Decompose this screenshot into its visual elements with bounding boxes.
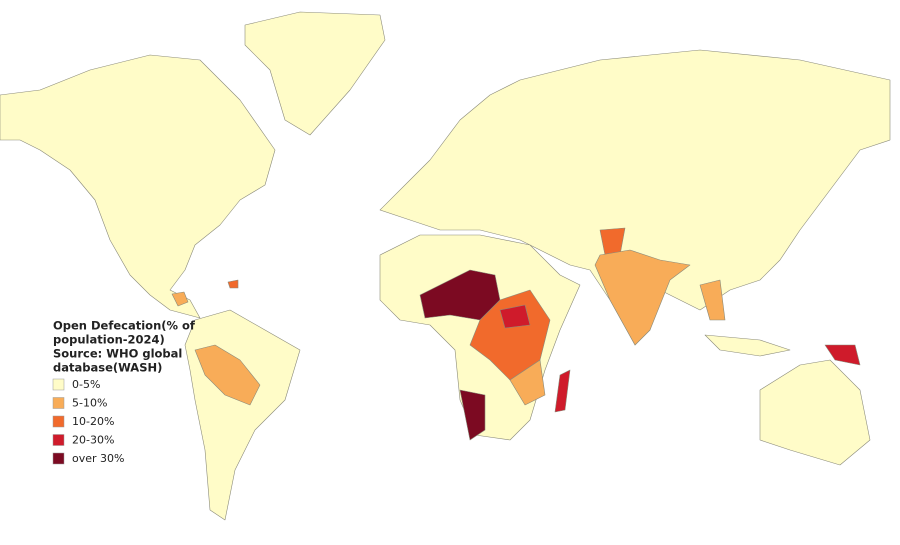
legend-label: 5-10% xyxy=(72,397,107,410)
legend-label: 0-5% xyxy=(72,378,100,391)
legend-label: 10-20% xyxy=(72,415,114,428)
legend-swatch xyxy=(52,434,65,446)
north-america xyxy=(0,54,276,319)
indonesia xyxy=(704,334,791,357)
legend: Open Defecation(% ofpopulation-2024)Sour… xyxy=(52,319,196,465)
legend-title: Open Defecation(% of xyxy=(53,319,196,333)
eastern-africa xyxy=(509,359,546,406)
peru-bolivia xyxy=(194,344,261,406)
legend-title: population-2024) xyxy=(53,333,165,347)
eurasia xyxy=(379,49,891,346)
legend-title: database(WASH) xyxy=(53,361,162,375)
legend-swatch xyxy=(52,378,65,391)
india xyxy=(594,249,691,346)
greenland xyxy=(244,11,386,136)
honduras xyxy=(171,291,189,307)
map-regions xyxy=(0,11,891,521)
legend-swatch xyxy=(52,397,65,409)
australia xyxy=(759,359,871,466)
south-sudan xyxy=(499,304,531,329)
legend-title: Source: WHO global xyxy=(53,347,182,361)
legend-label: over 30% xyxy=(72,452,124,465)
namibia xyxy=(459,389,486,441)
legend-swatch xyxy=(52,415,65,428)
south-america xyxy=(184,309,301,521)
haiti xyxy=(227,279,239,289)
papua-new-guinea xyxy=(824,344,861,366)
southeast-asia xyxy=(699,279,726,321)
legend-swatch xyxy=(52,452,65,465)
legend-label: 20-30% xyxy=(72,434,114,447)
madagascar xyxy=(554,369,571,413)
